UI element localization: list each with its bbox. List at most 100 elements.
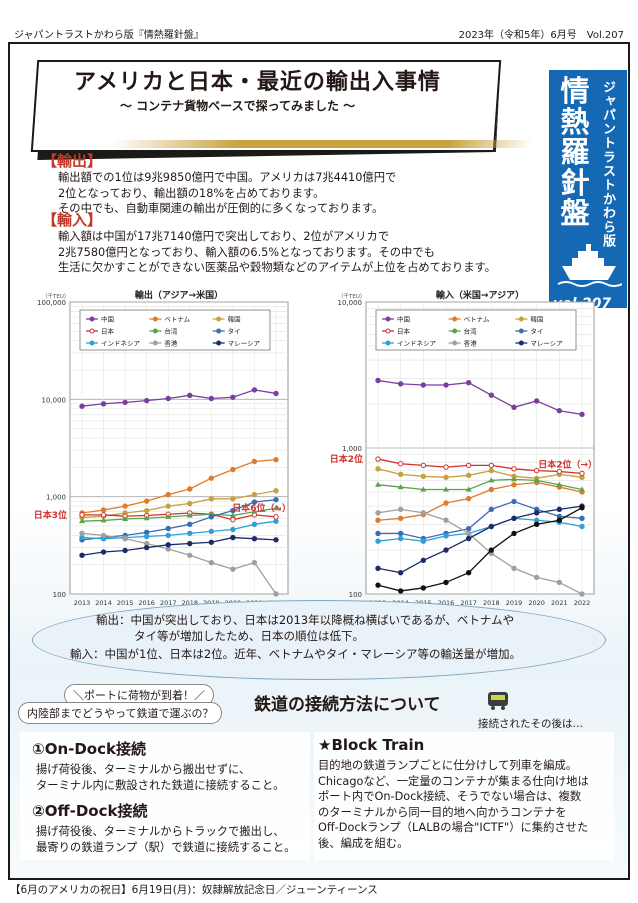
- data-point: [143, 515, 150, 521]
- data-point: [273, 518, 279, 524]
- data-point: [375, 530, 381, 537]
- data-point: [397, 484, 404, 490]
- after-note: 接続されたその後は…: [478, 718, 583, 730]
- data-point: [397, 506, 404, 513]
- data-point: [187, 500, 193, 507]
- data-point: [443, 464, 449, 470]
- data-point: [375, 510, 381, 516]
- series-line: [81, 389, 277, 407]
- data-point: [100, 549, 107, 555]
- data-point: [143, 533, 150, 540]
- data-point: [488, 506, 495, 513]
- ship-icon: [557, 244, 622, 287]
- legend-marker: [452, 316, 458, 322]
- data-point: [273, 591, 279, 597]
- legend-marker: [152, 316, 158, 322]
- x-tick-label: 2017: [460, 599, 477, 607]
- data-point: [100, 512, 107, 518]
- summary-import: 輸入：中国が1位、日本は2位。近年、ベトナムやタイ・マレーシア等の輸送量が増加。: [70, 647, 522, 661]
- legend-marker: [385, 340, 391, 346]
- y-tick-label: 1,000: [46, 494, 66, 502]
- block-train-card: [314, 732, 614, 860]
- data-point: [375, 456, 381, 462]
- legend-box: [79, 309, 271, 351]
- y-unit-label: （千TEU）: [338, 292, 365, 300]
- legend-label: 中国: [101, 315, 114, 324]
- data-point: [488, 547, 495, 553]
- on-dock-text: 揚げ荷役後、ターミナルから搬出せずに、 ターミナル内に敷設された鉄道に接続するこ…: [36, 763, 285, 792]
- off-dock-title: ②Off-Dock接続: [32, 802, 148, 820]
- data-point: [488, 486, 495, 493]
- y-tick-label: 10,000: [338, 299, 363, 307]
- train-icon: [488, 692, 508, 710]
- y-tick-label: 10,000: [42, 396, 67, 404]
- series-line: [377, 481, 583, 521]
- title-underline: [110, 140, 534, 148]
- data-point: [208, 475, 215, 481]
- on-dock-title: ①On-Dock接続: [32, 740, 146, 758]
- data-point: [230, 534, 236, 541]
- data-point: [143, 507, 150, 514]
- series-line: [377, 507, 583, 592]
- data-point: [100, 517, 107, 523]
- data-point: [375, 565, 381, 571]
- data-point: [273, 505, 279, 511]
- masthead-title: 情 熱 羅 針 盤: [560, 74, 590, 230]
- data-point: [420, 382, 427, 388]
- newsletter-name: ジャパントラストかわら版『情熱羅針盤』: [14, 30, 204, 41]
- series-line: [81, 536, 277, 556]
- data-point: [579, 505, 585, 511]
- legend-marker: [89, 328, 95, 334]
- data-point: [579, 470, 585, 477]
- data-point: [375, 538, 381, 544]
- data-point: [273, 390, 279, 397]
- series-line: [377, 468, 583, 479]
- data-point: [465, 495, 472, 502]
- series-line: [378, 500, 583, 540]
- data-point: [122, 547, 128, 554]
- data-point: [230, 507, 236, 514]
- data-point: [420, 538, 427, 544]
- data-point: [443, 517, 449, 523]
- data-point: [229, 512, 236, 518]
- summary-export: 輸出：中国が突出しており、日本は2013年以降概ね横ばいであるが、ベトナムや タ…: [96, 613, 515, 643]
- legend-marker: [452, 328, 458, 334]
- data-point: [397, 569, 404, 576]
- data-point: [420, 486, 427, 492]
- rail-heading: 鉄道の接続方法について: [254, 695, 441, 715]
- legend-label: ベトナム: [464, 316, 490, 324]
- data-point: [208, 514, 215, 520]
- data-point: [187, 486, 193, 492]
- data-point: [533, 398, 540, 404]
- bubble-arrival: ＼ポートに荷物が到着！／: [64, 684, 214, 706]
- data-point: [397, 461, 404, 467]
- data-point: [251, 499, 258, 505]
- data-point: [165, 491, 171, 498]
- x-tick-label: 2021: [551, 599, 568, 607]
- data-point: [273, 497, 279, 503]
- legend-marker: [216, 316, 222, 322]
- data-point: [511, 515, 517, 521]
- legend-marker: [89, 340, 95, 346]
- data-point: [122, 535, 128, 542]
- data-point: [251, 559, 258, 566]
- data-point: [465, 535, 472, 542]
- data-point: [143, 544, 150, 551]
- off-dock-text: 揚げ荷役後、ターミナルからトラックで搬出し、 最寄りの鉄道ランプ（駅）で鉄道に接…: [36, 825, 296, 854]
- legend-marker: [216, 340, 222, 346]
- data-point: [208, 395, 215, 402]
- data-point: [579, 515, 585, 521]
- data-point: [251, 458, 258, 465]
- data-point: [443, 474, 449, 480]
- import-heading: 【輸入】: [42, 211, 103, 229]
- data-point: [187, 540, 193, 547]
- series-line: [377, 458, 583, 475]
- data-point: [465, 530, 472, 537]
- data-point: [443, 533, 449, 539]
- data-point: [397, 515, 404, 521]
- data-point: [79, 552, 85, 558]
- y-unit-label: （千TEU）: [42, 292, 69, 300]
- series-line: [81, 532, 277, 595]
- legend-marker: [518, 316, 524, 322]
- data-point: [511, 530, 517, 537]
